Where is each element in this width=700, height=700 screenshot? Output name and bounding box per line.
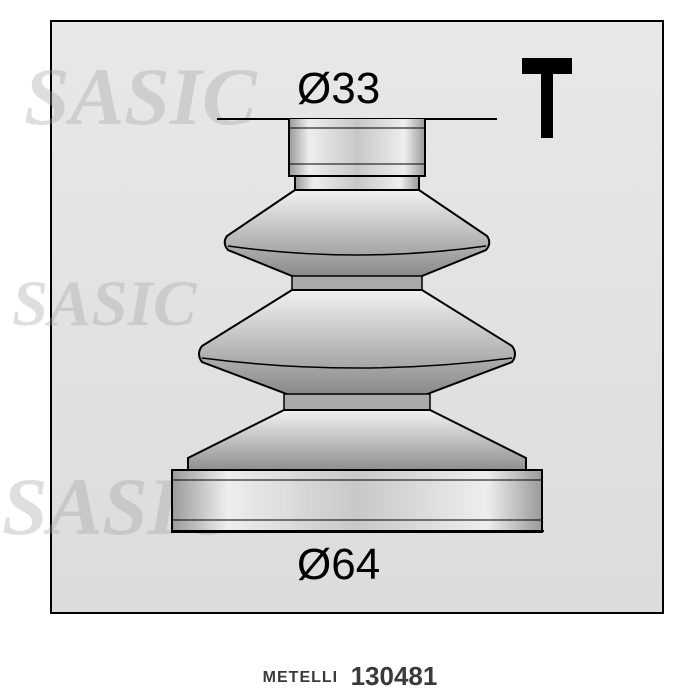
- bottom-dimension-line: [172, 530, 544, 532]
- brand-name: METELLI: [263, 669, 338, 687]
- footer: METELLI 130481: [0, 661, 700, 692]
- top-diameter-label: Ø33: [297, 64, 380, 114]
- diagram-frame: SASIC SASIC SASIC Ø33: [50, 20, 664, 614]
- bottom-diameter-label: Ø64: [297, 540, 380, 590]
- cv-boot-drawing: [142, 118, 572, 533]
- part-number: 130481: [351, 661, 438, 692]
